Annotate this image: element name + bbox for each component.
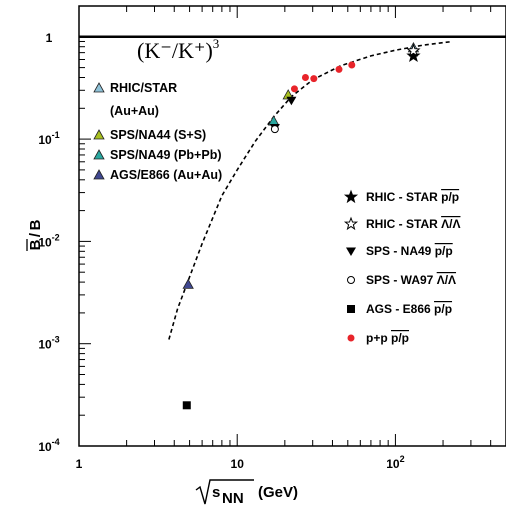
y-tick-label: 1 xyxy=(46,31,53,45)
x-tick-label: 102 xyxy=(386,454,404,471)
measured-point xyxy=(335,65,343,73)
legend-marker-icon xyxy=(343,216,359,231)
legend-marker-icon xyxy=(347,305,355,313)
legend-marker-icon xyxy=(347,276,355,284)
legend-marker-icon xyxy=(346,247,356,256)
measured-point xyxy=(406,43,421,57)
y-axis-label-slash: / xyxy=(27,232,44,237)
data-marks xyxy=(182,42,421,410)
measured-point xyxy=(286,96,297,106)
legend-label: AGS - E866 p/p xyxy=(366,302,452,316)
x-tick-exponent: 2 xyxy=(400,454,405,464)
legend-triangle-icon xyxy=(93,82,105,93)
y-tick-exponent: -3 xyxy=(52,335,60,345)
measured-point xyxy=(182,401,191,410)
measured-point xyxy=(290,85,298,93)
legend-kk-ratio: RHIC/STAR (Au+Au) SPS/NA44 (S+S) SPS/NA49 (… xyxy=(93,81,222,182)
x-tick-label: 10 xyxy=(231,457,245,471)
y-axis-label-bbar: B xyxy=(27,239,44,250)
legend-label: SPS/NA44 (S+S) xyxy=(110,128,206,142)
legend-ratio: Λ/Λ xyxy=(437,273,456,287)
y-axis-label: B B / xyxy=(26,219,44,251)
sqrt-sign xyxy=(195,479,254,505)
kk-ratio-point xyxy=(267,115,280,126)
legend-label-line2: (Au+Au) xyxy=(110,104,159,118)
y-tick-exponent: -4 xyxy=(52,437,60,447)
legend-marker-icon xyxy=(343,189,359,204)
legend-ratio: Λ/Λ xyxy=(441,217,460,231)
x-axis-label-s: s xyxy=(212,484,220,501)
legend-ratio: p/p xyxy=(441,190,459,204)
legend-label: RHIC - STAR Λ/Λ xyxy=(366,217,460,231)
legend-label: p+p p/p xyxy=(366,331,409,345)
legend-label: SPS/NA49 (Pb+Pb) xyxy=(110,148,222,162)
y-tick-exponent: -2 xyxy=(52,232,60,242)
legend-ratio: p/p xyxy=(434,302,452,316)
legend-label: RHIC/STAR xyxy=(110,81,177,95)
measured-point xyxy=(406,48,421,62)
legend-measured: RHIC - STAR p/p RHIC - STAR Λ/Λ SPS - NA49… xyxy=(343,189,460,345)
measured-point xyxy=(310,75,318,83)
plot-frame xyxy=(78,5,506,447)
legend-triangle-icon xyxy=(93,149,105,160)
legend-label: RHIC - STAR p/p xyxy=(366,190,459,204)
y-tick-exponent: -1 xyxy=(52,130,60,140)
legend-label: SPS - NA49 p/p xyxy=(366,244,453,258)
plot-area xyxy=(78,5,506,447)
formula-label: (K⁻/K⁺)3 xyxy=(137,36,219,63)
y-axis-label-b: B xyxy=(27,219,44,230)
legend-triangle-icon xyxy=(93,129,105,140)
x-tick-label: 1 xyxy=(76,457,83,471)
x-axis-label-sub: NN xyxy=(222,490,244,507)
legend-marker-icon xyxy=(347,334,355,342)
axis-ticks xyxy=(78,5,506,447)
legend-label: SPS - WA97 Λ/Λ xyxy=(366,273,456,287)
measured-point xyxy=(348,61,356,69)
measured-point xyxy=(270,125,279,134)
measured-point xyxy=(301,74,309,82)
y-tick-label: 10-1 xyxy=(38,130,59,147)
x-axis-label: s NN (GeV) xyxy=(195,479,298,507)
legend-label: AGS/E866 (Au+Au) xyxy=(110,168,222,182)
legend-ratio: p/p xyxy=(391,331,409,345)
legend-ratio: p/p xyxy=(435,244,453,258)
legend-triangle-icon xyxy=(93,169,105,180)
x-axis-label-unit: (GeV) xyxy=(258,484,298,501)
y-tick-label: 10-4 xyxy=(38,437,59,454)
y-tick-label: 10-3 xyxy=(38,335,59,352)
kk-ratio-point xyxy=(182,278,194,289)
